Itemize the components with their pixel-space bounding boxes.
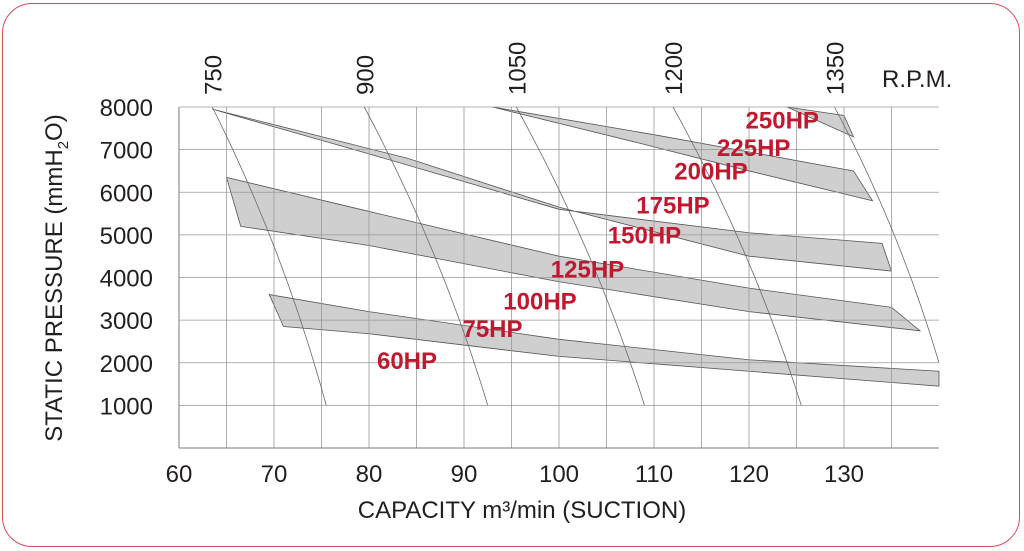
rpm-tick-labels: 750 900 1050 1200 1350 bbox=[200, 42, 849, 95]
y-tick-label: 5000 bbox=[100, 223, 153, 250]
rpm-tick-label: 900 bbox=[352, 55, 379, 95]
plot-border bbox=[178, 107, 939, 449]
hp-label: 175HP bbox=[636, 193, 709, 220]
y-tick-label: 2000 bbox=[100, 351, 153, 378]
x-tick-label: 80 bbox=[356, 461, 383, 488]
y-axis-label-sub: 2 bbox=[55, 141, 72, 149]
x-axis-label: CAPACITY m³/min (SUCTION) bbox=[358, 497, 686, 524]
y-tick-label: 1000 bbox=[100, 393, 153, 420]
rpm-tick-label: 1050 bbox=[504, 42, 531, 95]
x-tick-label: 70 bbox=[261, 461, 288, 488]
x-tick-label: 130 bbox=[824, 461, 864, 488]
rpm-curve bbox=[515, 106, 645, 406]
x-tick-labels: 60 70 80 90 100 110 120 130 bbox=[166, 461, 864, 488]
hp-label: 150HP bbox=[608, 222, 681, 249]
x-tick-label: 100 bbox=[539, 461, 579, 488]
y-tick-label: 4000 bbox=[100, 266, 153, 293]
y-tick-label: 7000 bbox=[100, 138, 153, 165]
y-tick-label: 8000 bbox=[100, 95, 153, 122]
rpm-curve bbox=[211, 106, 327, 406]
hp-label: 250HP bbox=[746, 107, 819, 134]
hp-label: 60HP bbox=[377, 348, 437, 375]
grid-lines bbox=[179, 106, 939, 448]
y-axis-label-main: STATIC PRESSURE (mmH bbox=[41, 149, 68, 441]
hp-label: 200HP bbox=[674, 158, 747, 185]
rpm-tick-label: 1200 bbox=[661, 42, 688, 95]
rpm-unit-label: R.P.M. bbox=[882, 66, 952, 93]
hp-label: 225HP bbox=[717, 135, 790, 162]
y-axis-label: STATIC PRESSURE (mmH2O) bbox=[41, 114, 72, 441]
rpm-curves bbox=[211, 106, 940, 406]
hp-label: 100HP bbox=[503, 288, 576, 315]
x-tick-label: 120 bbox=[729, 461, 769, 488]
rpm-tick-label: 1350 bbox=[823, 42, 850, 95]
x-tick-label: 60 bbox=[166, 461, 193, 488]
x-tick-label: 90 bbox=[451, 461, 478, 488]
hp-label: 125HP bbox=[551, 257, 624, 284]
hp-band bbox=[268, 294, 940, 387]
chart-frame bbox=[2, 3, 1020, 547]
y-tick-label: 6000 bbox=[100, 180, 153, 207]
x-tick-label: 110 bbox=[635, 461, 673, 488]
rpm-curve bbox=[672, 106, 802, 406]
y-tick-label: 3000 bbox=[100, 308, 153, 335]
hp-label: 75HP bbox=[462, 316, 522, 343]
rpm-curve bbox=[834, 106, 940, 363]
y-axis-label-end: O) bbox=[41, 114, 68, 141]
y-tick-labels: 1000 2000 3000 4000 5000 6000 7000 8000 bbox=[100, 95, 153, 420]
hp-band bbox=[786, 106, 855, 138]
hp-band bbox=[225, 176, 922, 332]
rpm-curve bbox=[363, 106, 489, 406]
rpm-tick-label: 750 bbox=[200, 55, 227, 95]
